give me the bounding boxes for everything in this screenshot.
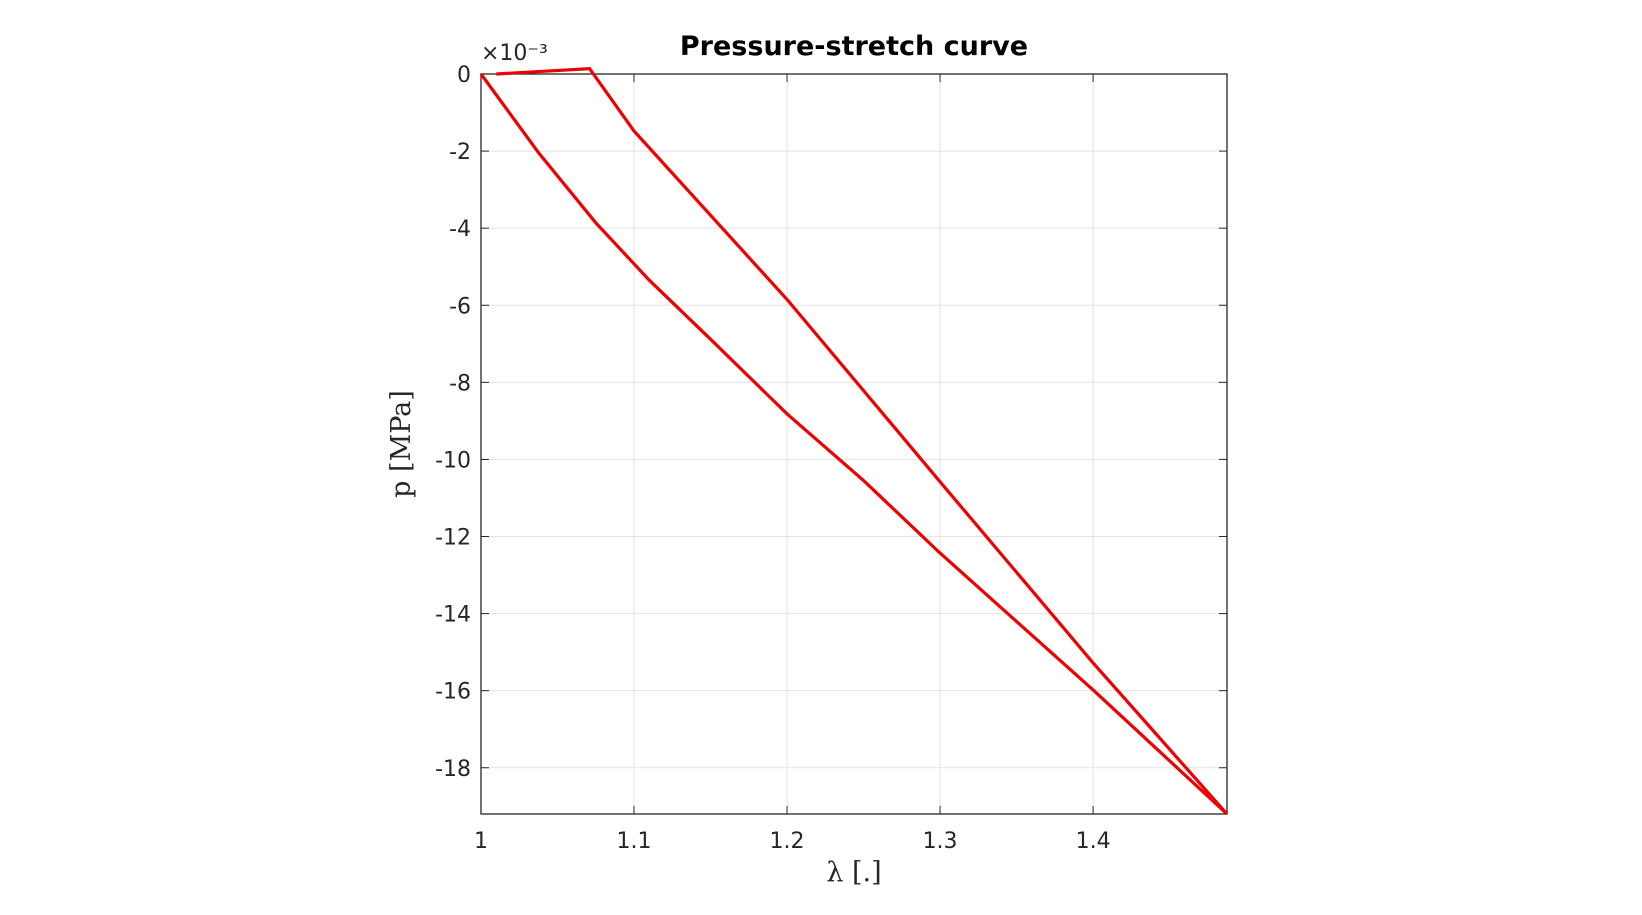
axis-ticks <box>480 73 1227 814</box>
y-tick-label: -4 <box>449 217 471 242</box>
data-series <box>479 66 1229 816</box>
axis-tick-labels: 1 1.1 1.2 1.3 1.4 0 -2 -4 -6 -8 -10 -12 -14 -16 -18 <box>435 63 1111 854</box>
y-tick-label: -6 <box>449 294 471 319</box>
x-tick-label: 1.1 <box>617 829 652 854</box>
y-tick-label: -12 <box>435 526 471 551</box>
x-axis-label: λ [.] <box>826 857 881 888</box>
series-line <box>479 66 1229 816</box>
chart-title: Pressure-stretch curve <box>680 31 1028 62</box>
y-tick-label: -2 <box>449 140 471 165</box>
grid-lines <box>480 73 1227 814</box>
x-tick-label: 1.2 <box>770 829 805 854</box>
x-tick-label: 1.4 <box>1076 829 1111 854</box>
plot-area-frame <box>480 73 1228 815</box>
y-tick-label: -14 <box>435 603 471 628</box>
x-tick-label: 1.3 <box>923 829 958 854</box>
y-tick-label: 0 <box>457 63 471 88</box>
y-tick-label: -16 <box>435 680 471 705</box>
y-tick-label: -18 <box>435 757 471 782</box>
y-tick-label: -8 <box>449 371 471 396</box>
y-tick-label: -10 <box>435 448 471 473</box>
y-axis-label: p [MPa] <box>386 390 417 498</box>
x-tick-label: 1 <box>474 829 488 854</box>
y-axis-exponent-label: ×10⁻³ <box>481 41 548 66</box>
